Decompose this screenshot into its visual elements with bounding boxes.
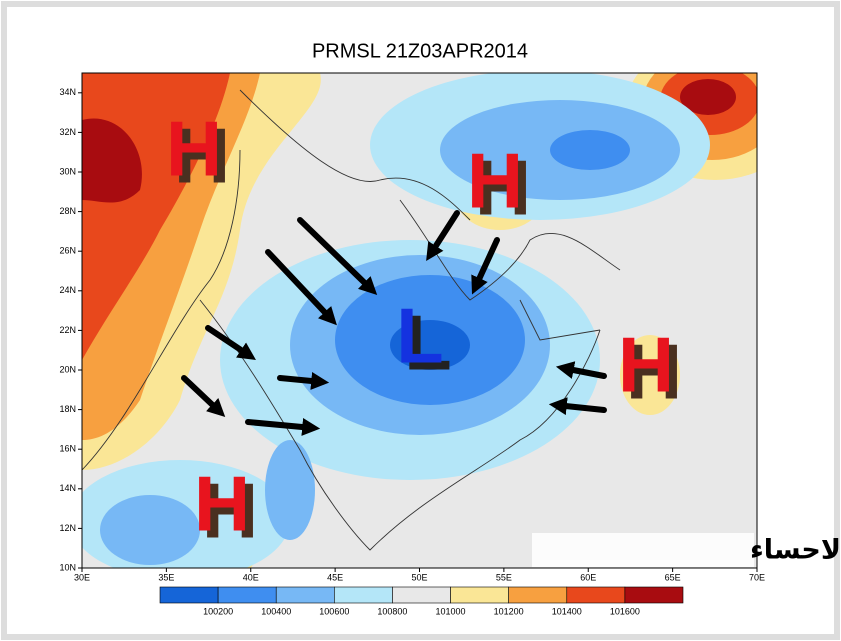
watermark-bg bbox=[532, 533, 754, 567]
center-shadow: H bbox=[475, 144, 531, 232]
lon-label: 50E bbox=[411, 572, 427, 582]
colorbar-swatch bbox=[275, 586, 335, 604]
lat-label: 32N bbox=[59, 127, 76, 137]
colorbar-swatch bbox=[392, 586, 451, 604]
lon-label: 40E bbox=[243, 572, 259, 582]
colorbar-swatch bbox=[159, 586, 219, 604]
colorbar-label: 100400 bbox=[261, 606, 291, 616]
lat-label: 34N bbox=[59, 87, 76, 97]
colorbar: 100200 100400 100600 100800 101000 101200 1014… bbox=[159, 586, 684, 616]
arrow bbox=[471, 237, 500, 295]
center-shadow: H bbox=[174, 112, 230, 200]
arrow bbox=[181, 375, 226, 417]
lon-label: 35E bbox=[158, 572, 174, 582]
pressure-field bbox=[82, 73, 757, 568]
axes: 34N32N30N28N26N24N22N20N18N16N14N12N10N3… bbox=[59, 87, 765, 582]
colorbar-label: 101000 bbox=[436, 606, 466, 616]
colorbar-label: 100600 bbox=[319, 606, 349, 616]
center-low: L bbox=[396, 292, 444, 380]
lat-label: 10N bbox=[59, 562, 76, 572]
lat-label: 22N bbox=[59, 325, 76, 335]
lon-label: 65E bbox=[665, 572, 681, 582]
center-high: H bbox=[166, 105, 222, 193]
colorbar-label: 101200 bbox=[494, 606, 524, 616]
center-high: H bbox=[467, 137, 523, 225]
center-shadow: H bbox=[202, 467, 258, 555]
colorbar-swatch bbox=[450, 586, 509, 604]
colorbar-swatch bbox=[624, 586, 684, 604]
arrow bbox=[297, 217, 378, 296]
lat-label: 28N bbox=[59, 206, 76, 216]
colorbar-label: 101600 bbox=[610, 606, 640, 616]
colorbar-swatch bbox=[566, 586, 626, 604]
arrow bbox=[205, 325, 256, 360]
lon-label: 60E bbox=[580, 572, 596, 582]
center-high: H bbox=[618, 321, 674, 409]
lon-label: 70E bbox=[749, 572, 765, 582]
lon-label: 45E bbox=[327, 572, 343, 582]
lat-label: 24N bbox=[59, 285, 76, 295]
arrow bbox=[245, 418, 321, 436]
colorbar-label: 100200 bbox=[203, 606, 233, 616]
map-title: PRMSL 21Z03APR2014 bbox=[312, 40, 528, 62]
colorbar-label: 100800 bbox=[377, 606, 407, 616]
lat-label: 12N bbox=[59, 523, 76, 533]
center-shadow: H bbox=[626, 328, 682, 416]
colorbar-swatch bbox=[217, 586, 277, 604]
arrow bbox=[555, 361, 607, 379]
arrow bbox=[265, 249, 337, 326]
arrows bbox=[181, 210, 607, 436]
lat-label: 20N bbox=[59, 364, 76, 374]
arrow bbox=[426, 210, 460, 262]
center-high: H bbox=[194, 460, 250, 548]
pressure-centers: H H H H L L H H H H bbox=[166, 105, 682, 555]
arrow bbox=[277, 372, 330, 390]
lat-label: 16N bbox=[59, 444, 76, 454]
lon-label: 30E bbox=[74, 572, 90, 582]
lat-label: 30N bbox=[59, 166, 76, 176]
colorbar-swatch bbox=[334, 586, 393, 604]
lon-label: 55E bbox=[496, 572, 512, 582]
colorbar-swatch bbox=[508, 586, 568, 604]
lat-label: 26N bbox=[59, 246, 76, 256]
lat-label: 14N bbox=[59, 483, 76, 493]
lat-label: 18N bbox=[59, 404, 76, 414]
center-shadow: L bbox=[404, 299, 452, 387]
arrow bbox=[548, 397, 607, 416]
watermark: براري الاحساء bbox=[750, 535, 841, 566]
colorbar-label: 101400 bbox=[552, 606, 582, 616]
